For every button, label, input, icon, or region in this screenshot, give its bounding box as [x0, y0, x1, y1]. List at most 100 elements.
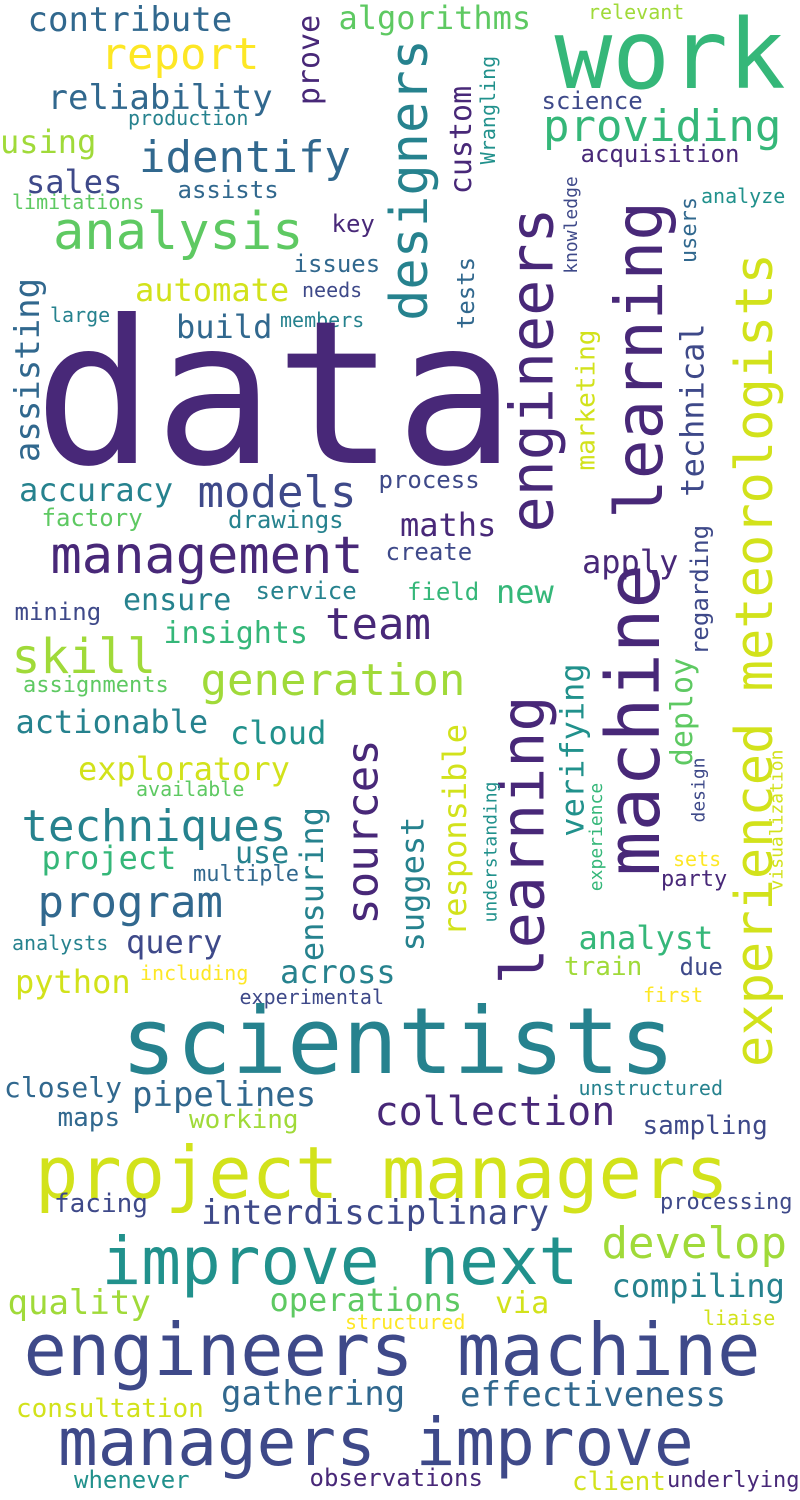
cloud-word: members	[280, 308, 365, 332]
cloud-word: automate	[135, 271, 290, 309]
cloud-word: large	[50, 303, 111, 327]
cloud-word: pipelines	[132, 1075, 317, 1115]
cloud-word: assists	[177, 176, 279, 204]
cloud-word: unstructured	[578, 1076, 724, 1100]
cloud-word: closely	[4, 1071, 123, 1104]
cloud-word: management	[50, 526, 364, 586]
cloud-word: technical	[673, 323, 712, 497]
cloud-word: ensuring	[293, 806, 332, 962]
cloud-word: facing	[54, 1189, 148, 1219]
cloud-word: structured	[345, 1310, 466, 1334]
cloud-word: python	[15, 963, 131, 1001]
cloud-word: issues	[293, 250, 381, 278]
cloud-word: improve next	[101, 1223, 579, 1300]
cloud-word: science	[541, 87, 643, 115]
cloud-word: regarding	[686, 524, 715, 656]
cloud-word: actionable	[15, 703, 209, 741]
cloud-word: marketing	[570, 329, 601, 471]
cloud-word: process	[378, 466, 480, 494]
cloud-word: identify	[139, 132, 351, 183]
cloud-word: drawings	[228, 506, 344, 534]
cloud-word: underlying	[667, 1468, 800, 1493]
cloud-word: suggest	[392, 816, 431, 952]
cloud-word: learning	[600, 201, 678, 519]
cloud-word: experience	[586, 782, 608, 892]
cloud-word: contribute	[27, 0, 233, 40]
cloud-word: analyst	[578, 919, 714, 957]
cloud-word: observations	[309, 1464, 483, 1492]
cloud-word: design	[688, 757, 710, 823]
cloud-word: relevant	[588, 0, 685, 24]
cloud-word: assignments	[23, 673, 169, 698]
cloud-word: techniques	[21, 801, 287, 852]
cloud-word: verifying	[553, 663, 592, 837]
cloud-word: service	[255, 577, 357, 605]
cloud-word: gathering	[221, 1374, 406, 1414]
cloud-word: responsible	[435, 724, 474, 936]
cloud-word: experimental	[239, 985, 385, 1009]
cloud-word: via	[495, 1286, 550, 1321]
cloud-word: project managers	[35, 1131, 729, 1215]
cloud-word: report	[100, 29, 260, 80]
cloud-word: client	[572, 1467, 666, 1497]
cloud-word: skill	[11, 629, 157, 685]
cloud-word: data	[34, 278, 516, 511]
cloud-word: key	[331, 210, 375, 238]
cloud-word: understanding	[479, 781, 501, 923]
cloud-word: sales	[26, 163, 123, 201]
cloud-word: engineers machine	[23, 1308, 761, 1392]
cloud-word: using	[0, 123, 97, 161]
cloud-word: custom	[444, 85, 480, 195]
cloud-word: accuracy	[19, 471, 174, 509]
cloud-word: limitations	[12, 190, 145, 214]
cloud-word: across	[280, 953, 396, 991]
cloud-word: train	[564, 952, 643, 982]
cloud-word: use	[235, 836, 290, 871]
cloud-word: query	[126, 923, 223, 961]
cloud-word: deploy	[665, 657, 701, 767]
cloud-word: experienced meteorologists	[724, 253, 785, 1067]
cloud-word: Wrangling	[476, 55, 501, 165]
cloud-word: production	[128, 106, 249, 130]
cloud-word: maps	[57, 1103, 121, 1133]
cloud-word: sets	[673, 847, 722, 871]
cloud-word: acquisition	[580, 140, 740, 168]
cloud-word: ensure	[123, 583, 232, 618]
cloud-word: visualization	[765, 749, 787, 891]
cloud-word: due	[679, 953, 723, 981]
cloud-word: create	[385, 538, 473, 566]
cloud-word: managers improve	[58, 1404, 694, 1481]
cloud-word: working	[189, 1105, 299, 1135]
cloud-word: insights	[163, 616, 309, 651]
cloud-word: processing	[660, 1190, 793, 1215]
cloud-word: engineers	[497, 207, 568, 533]
cloud-word: sources	[337, 739, 389, 925]
cloud-word: users	[677, 196, 703, 264]
cloud-word: cloud	[230, 714, 327, 752]
cloud-word: interdisciplinary	[201, 1193, 549, 1233]
cloud-word: collection	[374, 1089, 616, 1135]
cloud-word: program	[37, 877, 223, 928]
cloud-word: develop	[601, 1218, 787, 1269]
cloud-word: exploratory	[78, 750, 290, 788]
cloud-word: new	[496, 573, 554, 611]
cloud-word: generation	[200, 655, 466, 706]
cloud-word: apply	[582, 543, 679, 581]
cloud-word: analyze	[701, 184, 786, 208]
cloud-word: team	[325, 599, 431, 650]
cloud-word: prove	[292, 14, 328, 106]
cloud-word: available	[136, 777, 245, 801]
cloud-word: effectiveness	[460, 1375, 727, 1415]
cloud-word: including	[140, 961, 249, 985]
cloud-word: analysis	[53, 202, 304, 262]
cloud-word: maths	[400, 506, 497, 544]
cloud-word: analysts	[12, 931, 109, 955]
cloud-word: first	[643, 983, 704, 1007]
cloud-word: liaise	[703, 1306, 776, 1330]
cloud-word: machine	[590, 564, 677, 876]
cloud-word: consultation	[16, 1394, 204, 1424]
cloud-word: learning	[487, 695, 558, 985]
cloud-word: algorithms	[338, 0, 532, 37]
cloud-word: scientists	[121, 988, 675, 1095]
